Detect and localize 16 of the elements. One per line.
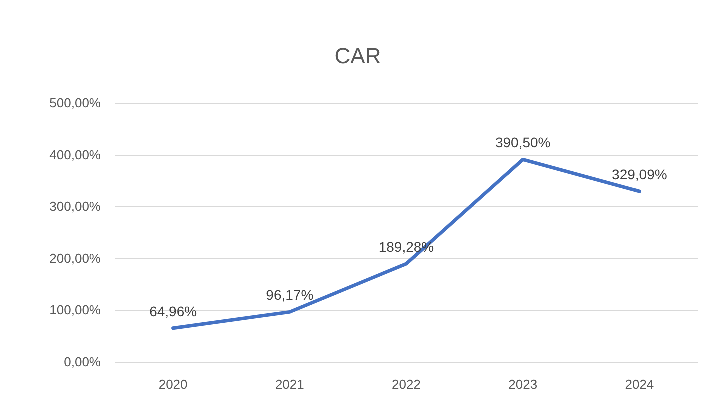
data-label: 96,17%: [266, 287, 314, 304]
data-label: 329,09%: [612, 166, 668, 183]
y-tick-label: 200,00%: [50, 250, 102, 266]
x-tick-label: 2022: [392, 377, 421, 392]
y-tick-label: 100,00%: [50, 302, 102, 318]
x-tick-label: 2024: [625, 377, 654, 392]
y-tick-label: 500,00%: [50, 96, 102, 110]
data-label: 390,50%: [495, 134, 551, 151]
data-label: 64,96%: [150, 303, 198, 320]
x-tick-label: 2020: [158, 377, 188, 392]
x-tick-label: 2023: [508, 377, 538, 392]
y-tick-label: 300,00%: [50, 199, 102, 214]
y-tick-label: 400,00%: [50, 147, 102, 162]
y-tick-label: 0,00%: [64, 354, 102, 370]
x-tick-label: 2021: [275, 377, 304, 392]
chart-title: CAR: [334, 44, 382, 68]
